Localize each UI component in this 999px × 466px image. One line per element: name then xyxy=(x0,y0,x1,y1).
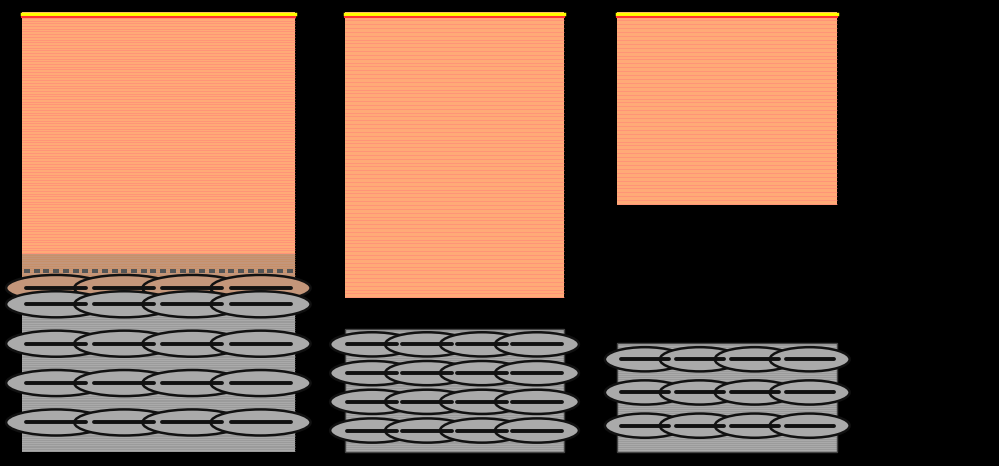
Bar xyxy=(141,269,147,273)
Bar xyxy=(92,269,98,273)
Ellipse shape xyxy=(769,347,849,371)
Bar xyxy=(73,269,79,273)
Ellipse shape xyxy=(330,361,414,385)
Bar xyxy=(258,269,264,273)
Bar xyxy=(287,269,293,273)
Ellipse shape xyxy=(211,291,311,317)
Bar xyxy=(24,269,30,273)
Ellipse shape xyxy=(6,331,106,357)
Bar xyxy=(268,269,274,273)
Bar xyxy=(617,343,837,452)
Ellipse shape xyxy=(143,410,243,436)
Ellipse shape xyxy=(769,413,849,438)
Bar xyxy=(22,12,295,254)
Bar xyxy=(345,329,564,452)
Bar xyxy=(112,269,118,273)
Bar xyxy=(199,269,205,273)
Bar xyxy=(219,269,225,273)
Bar xyxy=(229,269,235,273)
Bar xyxy=(238,269,244,273)
Bar xyxy=(151,269,157,273)
Ellipse shape xyxy=(143,331,243,357)
Ellipse shape xyxy=(714,413,795,438)
Ellipse shape xyxy=(211,370,311,396)
Bar xyxy=(53,269,59,273)
Ellipse shape xyxy=(385,361,470,385)
Ellipse shape xyxy=(495,332,578,356)
Ellipse shape xyxy=(440,390,523,414)
Ellipse shape xyxy=(659,380,739,404)
Ellipse shape xyxy=(495,418,578,443)
Bar xyxy=(190,269,196,273)
Bar xyxy=(277,269,283,273)
Ellipse shape xyxy=(659,413,739,438)
Ellipse shape xyxy=(440,361,523,385)
Ellipse shape xyxy=(385,418,470,443)
Bar xyxy=(22,254,295,287)
Ellipse shape xyxy=(385,390,470,414)
Ellipse shape xyxy=(604,380,685,404)
Ellipse shape xyxy=(74,410,174,436)
Bar xyxy=(180,269,186,273)
Ellipse shape xyxy=(330,332,414,356)
Ellipse shape xyxy=(604,347,685,371)
Bar xyxy=(345,329,564,452)
Ellipse shape xyxy=(143,291,243,317)
Ellipse shape xyxy=(211,410,311,436)
Ellipse shape xyxy=(74,331,174,357)
Bar xyxy=(82,269,88,273)
Ellipse shape xyxy=(714,380,795,404)
Bar xyxy=(102,269,108,273)
Ellipse shape xyxy=(211,275,311,301)
Ellipse shape xyxy=(495,361,578,385)
Bar xyxy=(345,12,564,298)
Ellipse shape xyxy=(659,347,739,371)
Ellipse shape xyxy=(769,380,849,404)
Ellipse shape xyxy=(330,390,414,414)
Ellipse shape xyxy=(6,370,106,396)
Ellipse shape xyxy=(440,418,523,443)
Ellipse shape xyxy=(6,275,106,301)
Ellipse shape xyxy=(143,275,243,301)
Bar xyxy=(121,269,127,273)
Ellipse shape xyxy=(6,291,106,317)
Bar xyxy=(160,269,166,273)
Bar xyxy=(209,269,215,273)
Ellipse shape xyxy=(74,275,174,301)
Bar xyxy=(617,12,837,205)
Bar xyxy=(131,269,137,273)
Bar xyxy=(22,287,295,452)
Bar xyxy=(63,269,69,273)
Ellipse shape xyxy=(604,413,685,438)
Ellipse shape xyxy=(440,332,523,356)
Ellipse shape xyxy=(211,331,311,357)
Bar xyxy=(34,269,40,273)
Ellipse shape xyxy=(330,418,414,443)
Bar xyxy=(248,269,254,273)
Bar xyxy=(43,269,49,273)
Ellipse shape xyxy=(714,347,795,371)
Bar xyxy=(617,343,837,452)
Ellipse shape xyxy=(6,410,106,436)
Ellipse shape xyxy=(143,370,243,396)
Ellipse shape xyxy=(74,370,174,396)
Ellipse shape xyxy=(495,390,578,414)
Ellipse shape xyxy=(74,291,174,317)
Ellipse shape xyxy=(385,332,470,356)
Bar xyxy=(170,269,176,273)
